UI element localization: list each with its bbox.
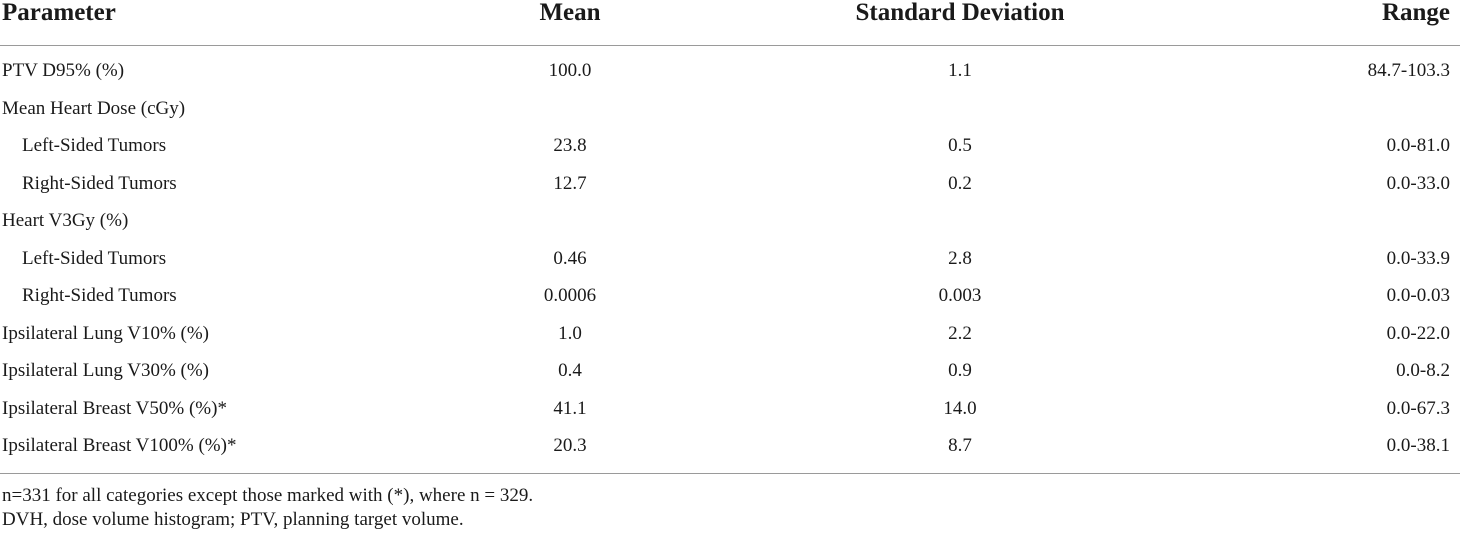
cell-range: 0.0-8.2 — [1396, 360, 1450, 382]
cell-parameter: PTV D95% (%) — [2, 60, 125, 82]
cell-mean — [380, 90, 760, 128]
cell-parameter: Heart V3Gy (%) — [2, 210, 129, 232]
cell-standard-deviation — [760, 90, 1160, 128]
cell-parameter: Right-Sided Tumors — [22, 285, 177, 307]
cell-range — [1160, 202, 1460, 240]
cell-standard-deviation: 1.1 — [948, 60, 972, 82]
header-range: Range — [1160, 0, 1460, 46]
cell-standard-deviation: 0.2 — [948, 172, 972, 194]
cell-standard-deviation: 0.003 — [938, 285, 982, 307]
table-body: PTV D95% (%) 100.0 1.1 84.7-103.3 Mean Heart… — [0, 46, 1460, 474]
table-row: Ipsilateral Breast V100% (%)* 20.3 8.7 0.0-… — [0, 427, 1460, 474]
footnote-abbreviations: DVH, dose volume histogram; PTV, plannin… — [2, 508, 464, 530]
cell-parameter: Ipsilateral Breast V100% (%)* — [0, 427, 380, 474]
cell-mean: 23.8 — [553, 135, 587, 157]
header-parameter: Parameter — [0, 0, 380, 46]
cell-parameter: Left-Sided Tumors — [22, 247, 167, 269]
cell-range: 0.0-81.0 — [1386, 135, 1450, 157]
dosimetry-table: Parameter Mean Standard Deviation Range … — [0, 0, 1460, 474]
cell-standard-deviation: 0.9 — [948, 360, 972, 382]
table-row: Ipsilateral Lung V30% (%) 0.4 0.9 0.0-8.2 — [0, 352, 1460, 390]
table-row: Ipsilateral Breast V50% (%)* 41.1 14.0 0.0-… — [0, 390, 1460, 428]
cell-parameter: Right-Sided Tumors — [22, 172, 177, 194]
cell-mean: 0.46 — [553, 247, 587, 269]
cell-range: 0.0-0.03 — [1386, 285, 1450, 307]
table-row: Heart V3Gy (%) — [0, 202, 1460, 240]
dosimetry-table-container: Parameter Mean Standard Deviation Range … — [0, 0, 1460, 532]
cell-standard-deviation — [760, 202, 1160, 240]
table-header-row: Parameter Mean Standard Deviation Range — [0, 0, 1460, 46]
cell-range: 0.0-67.3 — [1386, 397, 1450, 419]
cell-mean: 1.0 — [558, 322, 582, 344]
header-mean: Mean — [380, 0, 760, 46]
cell-range — [1160, 90, 1460, 128]
cell-mean: 0.0006 — [543, 285, 597, 307]
table-row: PTV D95% (%) 100.0 1.1 84.7-103.3 — [0, 46, 1460, 90]
cell-parameter: Mean Heart Dose (cGy) — [2, 97, 186, 119]
cell-standard-deviation: 8.7 — [760, 427, 1160, 474]
table-row: Right-Sided Tumors 0.0006 0.003 0.0-0.03 — [0, 277, 1460, 315]
cell-standard-deviation: 14.0 — [943, 397, 977, 419]
cell-mean: 12.7 — [553, 172, 587, 194]
cell-parameter: Left-Sided Tumors — [22, 135, 167, 157]
cell-range: 0.0-22.0 — [1386, 322, 1450, 344]
footnote-sample-size: n=331 for all categories except those ma… — [2, 484, 534, 506]
cell-standard-deviation: 2.2 — [948, 322, 972, 344]
table-row: Left-Sided Tumors 0.46 2.8 0.0-33.9 — [0, 240, 1460, 278]
cell-parameter: Ipsilateral Lung V30% (%) — [2, 360, 210, 382]
table-row: Mean Heart Dose (cGy) — [0, 90, 1460, 128]
cell-range: 0.0-33.9 — [1386, 247, 1450, 269]
cell-mean — [380, 202, 760, 240]
cell-mean: 100.0 — [548, 60, 592, 82]
table-row: Ipsilateral Lung V10% (%) 1.0 2.2 0.0-22.0 — [0, 315, 1460, 353]
cell-parameter: Ipsilateral Breast V50% (%)* — [2, 397, 227, 419]
table-row: Left-Sided Tumors 23.8 0.5 0.0-81.0 — [0, 127, 1460, 165]
table-footnotes: n=331 for all categories except those ma… — [0, 474, 1460, 532]
cell-range: 0.0-38.1 — [1160, 427, 1460, 474]
cell-standard-deviation: 0.5 — [948, 135, 972, 157]
table-row: Right-Sided Tumors 12.7 0.2 0.0-33.0 — [0, 165, 1460, 203]
cell-range: 84.7-103.3 — [1367, 60, 1450, 82]
cell-parameter: Ipsilateral Lung V10% (%) — [2, 322, 210, 344]
header-standard-deviation: Standard Deviation — [760, 0, 1160, 46]
cell-standard-deviation: 2.8 — [948, 247, 972, 269]
cell-mean: 41.1 — [553, 397, 587, 419]
cell-mean: 20.3 — [380, 427, 760, 474]
cell-mean: 0.4 — [558, 360, 582, 382]
cell-range: 0.0-33.0 — [1386, 172, 1450, 194]
